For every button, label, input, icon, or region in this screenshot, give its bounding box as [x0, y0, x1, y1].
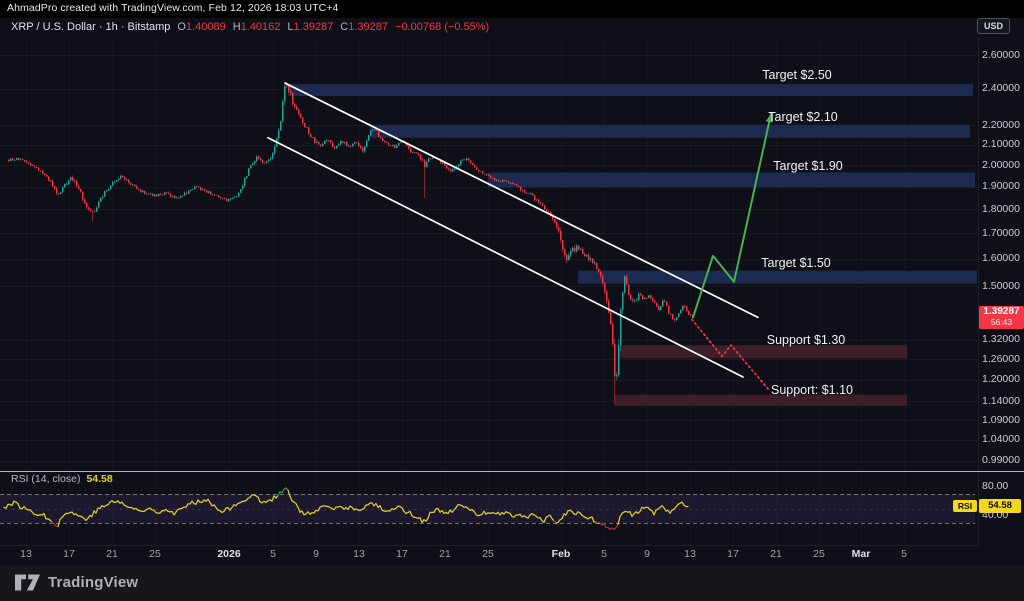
tradingview-logo-icon — [14, 573, 41, 592]
bottom-logo-bar: TradingView — [0, 565, 1024, 601]
tradingview-logo[interactable]: TradingView — [14, 573, 138, 592]
tradingview-logo-text: TradingView — [48, 574, 139, 591]
